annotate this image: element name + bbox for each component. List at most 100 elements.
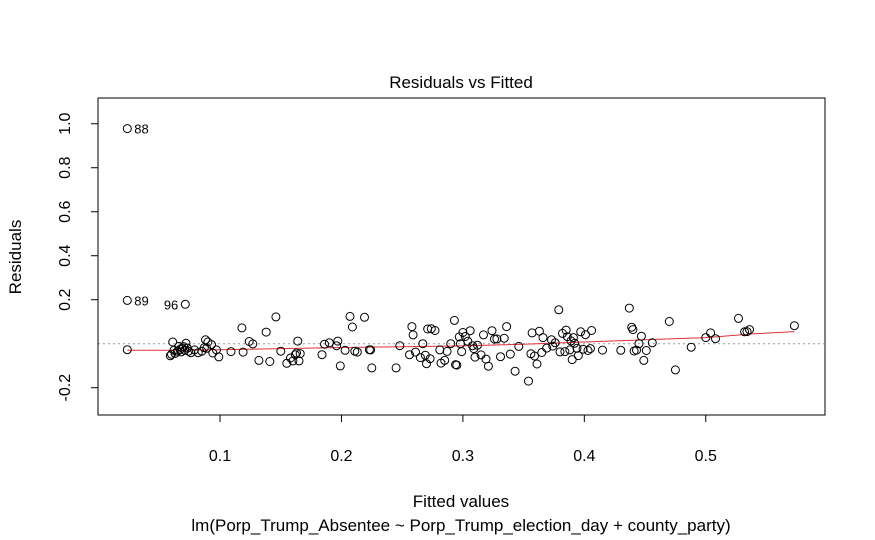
data-point	[711, 334, 720, 344]
data-point	[670, 365, 680, 375]
data-point	[639, 355, 649, 365]
data-point	[332, 341, 342, 351]
data-point	[293, 336, 303, 346]
data-point	[570, 338, 580, 348]
data-point	[226, 347, 236, 357]
data-point	[201, 335, 210, 345]
data-point	[499, 333, 509, 343]
data-point	[122, 295, 132, 305]
data-point	[492, 334, 502, 344]
data-point	[483, 361, 493, 371]
data-point	[407, 322, 417, 332]
data-point	[265, 357, 275, 366]
data-point	[624, 303, 634, 313]
data-point	[701, 333, 711, 343]
data-point	[616, 345, 626, 355]
data-point	[122, 124, 132, 134]
data-point	[460, 332, 470, 341]
y-axis-label: Residuals	[6, 220, 25, 295]
data-point	[502, 322, 512, 332]
data-point	[647, 338, 657, 348]
data-point	[271, 312, 281, 322]
data-point	[550, 338, 560, 348]
data-point	[452, 360, 462, 370]
data-point	[560, 347, 570, 357]
points-layer	[122, 124, 799, 386]
data-point	[561, 325, 571, 335]
data-point	[292, 348, 301, 358]
data-point	[435, 345, 445, 355]
data-point	[418, 339, 428, 349]
point-label-89: 89	[134, 293, 148, 308]
x-axis: 0.1 0.2 0.3 0.4 0.5	[209, 414, 717, 465]
data-point	[598, 345, 607, 355]
data-point	[542, 343, 552, 353]
data-point	[288, 356, 298, 366]
y-tick-label: 0.2	[57, 288, 74, 310]
x-axis-label: Fitted values	[413, 492, 509, 511]
data-point	[524, 376, 533, 386]
data-point	[538, 333, 548, 343]
data-point	[408, 330, 418, 340]
data-point	[340, 345, 350, 355]
data-point	[734, 313, 743, 323]
data-point	[567, 355, 577, 365]
data-point	[184, 346, 193, 356]
data-point	[352, 347, 362, 357]
data-point	[395, 341, 405, 351]
data-point	[295, 349, 305, 359]
y-tick-label: 1.0	[57, 112, 74, 134]
data-point	[180, 299, 190, 309]
data-point	[286, 353, 295, 363]
y-axis: -0.2 0.2 0.4 0.6 0.8 1.0	[57, 112, 99, 402]
data-point	[238, 347, 248, 357]
data-point	[572, 343, 582, 353]
data-point	[479, 330, 488, 340]
data-point	[442, 346, 452, 356]
data-point	[583, 346, 593, 355]
data-point	[565, 345, 575, 355]
data-point	[345, 311, 355, 321]
chart-subtitle: lm(Porp_Trump_Absentee ~ Porp_Trump_elec…	[191, 516, 730, 535]
data-point	[261, 327, 271, 337]
data-point	[573, 351, 583, 361]
data-point	[440, 355, 450, 365]
data-point	[360, 312, 369, 322]
data-point	[181, 338, 191, 348]
data-point	[430, 326, 440, 335]
data-point	[505, 349, 515, 359]
data-point	[627, 322, 637, 332]
point-labels-layer: 88 89 96	[134, 122, 178, 313]
data-point	[276, 346, 286, 356]
data-point	[405, 350, 414, 360]
x-tick-label: 0.2	[330, 448, 352, 465]
data-point	[578, 344, 588, 354]
data-point	[510, 366, 520, 376]
data-point	[537, 348, 547, 357]
data-point	[554, 305, 564, 315]
data-point	[214, 352, 224, 362]
x-tick-label: 0.5	[695, 448, 717, 465]
data-point	[585, 344, 595, 354]
data-point	[581, 330, 590, 340]
data-point	[576, 327, 586, 337]
data-point	[632, 345, 641, 355]
data-point	[425, 354, 435, 364]
data-point	[555, 347, 565, 357]
data-point	[664, 317, 674, 326]
data-point	[366, 345, 376, 355]
data-point	[457, 347, 467, 357]
data-point	[789, 321, 799, 331]
data-point	[347, 322, 357, 332]
data-point	[294, 356, 304, 366]
data-point	[636, 331, 646, 341]
data-point	[254, 355, 264, 365]
data-point	[411, 347, 420, 357]
data-point	[706, 328, 716, 338]
y-tick-label: -0.2	[57, 374, 74, 402]
data-point	[745, 325, 754, 335]
data-point	[180, 345, 190, 355]
data-point	[530, 351, 539, 361]
data-point	[317, 350, 327, 360]
plot-frame	[97, 97, 826, 416]
